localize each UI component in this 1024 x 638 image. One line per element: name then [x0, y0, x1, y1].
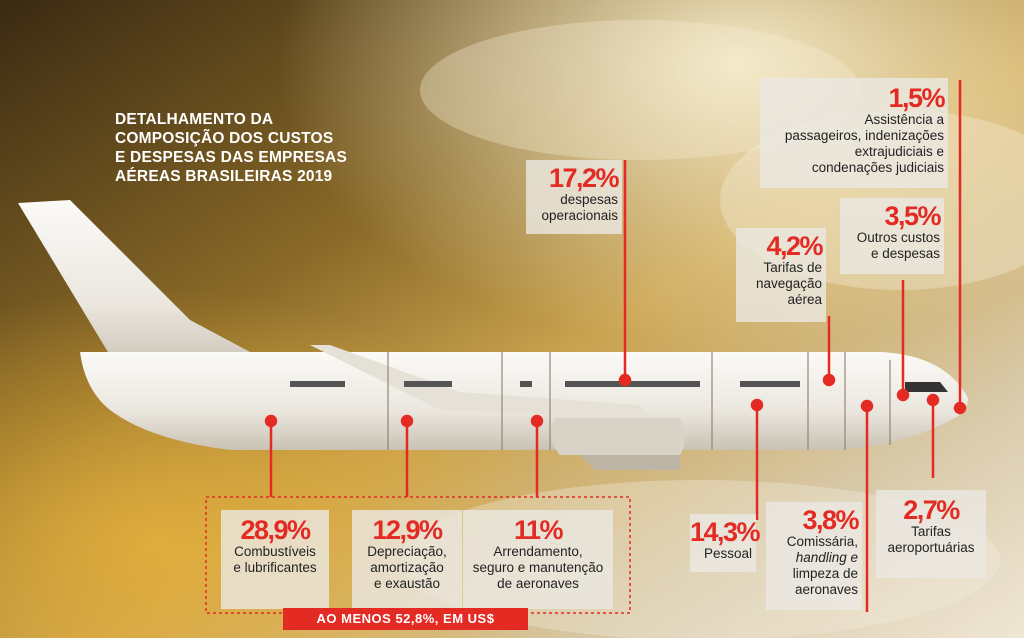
item-label: Depreciação, — [367, 544, 447, 559]
item-label: e exaustão — [373, 576, 441, 591]
item-label: operacionais — [541, 208, 618, 223]
item-depreciacao: 12,9% Depreciação, amortização e exaustã… — [352, 510, 462, 609]
item-label: Arrendamento, — [493, 544, 583, 559]
item-label: Combustíveis — [234, 544, 316, 559]
item-outros-custos: 3,5% Outros custos e despesas — [840, 198, 944, 274]
item-label: amortização — [370, 560, 444, 575]
item-label: Assistência a — [864, 112, 944, 127]
item-percentage: 4,2% — [766, 231, 823, 261]
item-label: e despesas — [870, 246, 940, 261]
item-tarifas-aeroportuarias: 2,7% Tarifas aeroportuárias — [876, 490, 986, 578]
item-label: Tarifas de — [763, 260, 822, 275]
item-label: aeronaves — [794, 582, 858, 597]
item-arrendamento: 11% Arrendamento, seguro e manutenção de… — [463, 510, 613, 609]
item-label: aérea — [787, 292, 822, 307]
footer-note: AO MENOS 52,8%, EM US$ — [283, 608, 528, 630]
item-label: handling e — [795, 550, 858, 565]
item-percentage: 17,2% — [548, 163, 620, 193]
item-label: navegação — [755, 276, 822, 291]
item-percentage: 3,8% — [802, 505, 859, 535]
title-line: DETALHAMENTO DA — [115, 111, 274, 128]
item-percentage: 2,7% — [903, 495, 960, 525]
infographic-title: DETALHAMENTO DA COMPOSIÇÃO DOS CUSTOS E … — [115, 110, 375, 186]
item-label: extrajudiciais e — [854, 144, 944, 159]
item-label: e lubrificantes — [233, 560, 317, 575]
item-percentage: 3,5% — [884, 201, 941, 231]
item-combustiveis: 28,9% Combustíveis e lubrificantes — [221, 510, 329, 609]
item-label: Outros custos — [856, 230, 940, 245]
item-percentage: 11% — [513, 515, 564, 545]
item-percentage: 12,9% — [372, 515, 443, 545]
item-label: aeroportuárias — [887, 540, 975, 555]
title-line: E DESPESAS DAS EMPRESAS — [115, 149, 347, 166]
item-percentage: 28,9% — [240, 515, 311, 545]
item-label: condenações judiciais — [811, 160, 944, 175]
item-label: Pessoal — [703, 546, 752, 561]
item-percentage: 14,3% — [690, 517, 761, 547]
item-label: passageiros, indenizações — [784, 128, 944, 143]
item-assistencia: 1,5% Assistência a passageiros, indeniza… — [760, 78, 948, 188]
item-label: seguro e manutenção — [472, 560, 604, 575]
title-line: COMPOSIÇÃO DOS CUSTOS — [115, 130, 334, 147]
item-label: despesas — [560, 192, 618, 207]
item-tarifas-navegacao: 4,2% Tarifas de navegação aérea — [736, 228, 826, 322]
item-label: Tarifas — [911, 524, 951, 539]
item-percentage: 1,5% — [888, 83, 945, 113]
item-despesas-operacionais: 17,2% despesas operacionais — [526, 160, 622, 234]
title-line: AÉREAS BRASILEIRAS 2019 — [115, 168, 333, 185]
item-pessoal: 14,3% Pessoal — [690, 514, 761, 572]
item-label: limpeza de — [792, 566, 858, 581]
item-comissaria: 3,8% Comissária, handling e limpeza de a… — [766, 502, 862, 610]
item-label: de aeronaves — [497, 576, 579, 591]
item-label: Comissária, — [786, 534, 858, 549]
